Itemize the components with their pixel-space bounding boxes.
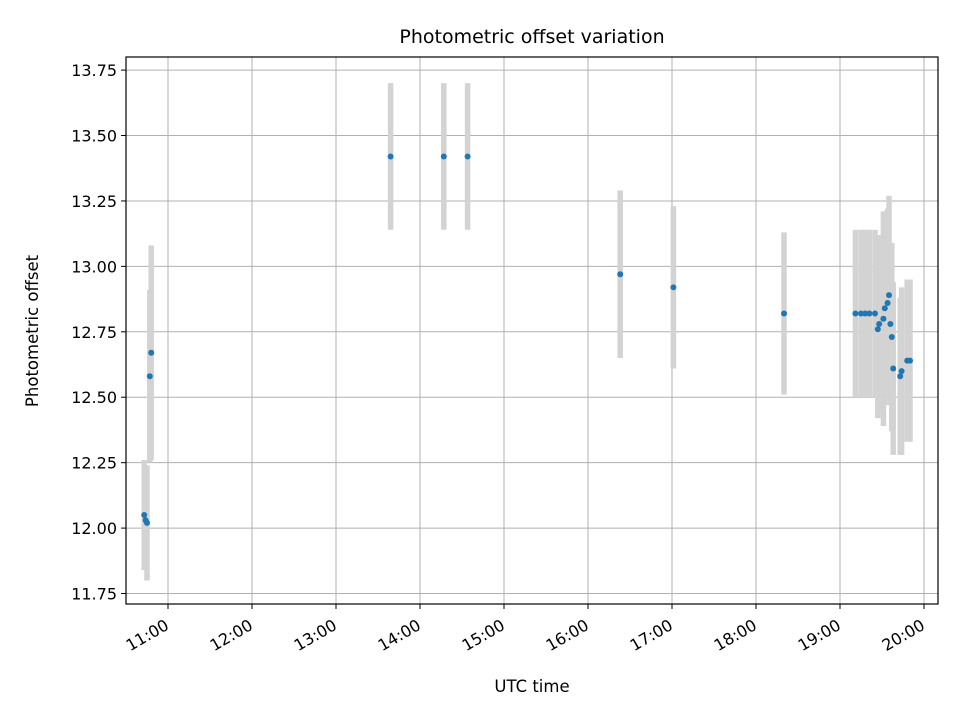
x-tick-label: 20:00 [879, 615, 928, 655]
y-tick-label: 13.00 [71, 257, 117, 276]
x-tick-label: 19:00 [795, 615, 844, 655]
x-tick-label: 12:00 [207, 615, 256, 655]
data-point [852, 310, 859, 317]
data-point [141, 512, 148, 519]
y-axis-label: Photometric offset [23, 254, 42, 407]
data-points [141, 153, 913, 526]
data-point [862, 310, 869, 317]
data-point [898, 368, 905, 375]
x-tick-label: 14:00 [375, 615, 424, 655]
x-axis-ticks: 11:00 12:00 13:00 14:00 15:00 16:00 17:00 18:00… [123, 604, 928, 655]
data-point [464, 153, 471, 160]
y-tick-label: 11.75 [71, 585, 117, 604]
y-axis-ticks: 11.75 12.00 12.25 12.50 12.75 13.00 13.25 13.50… [71, 61, 126, 604]
data-point [907, 357, 913, 364]
grid [126, 57, 938, 604]
x-tick-label: 13:00 [291, 615, 340, 655]
data-point [887, 320, 894, 327]
data-point [881, 305, 888, 312]
y-tick-label: 12.75 [71, 323, 117, 342]
data-point [781, 310, 787, 317]
y-tick-label: 12.00 [71, 519, 117, 538]
y-tick-label: 13.50 [71, 127, 117, 146]
data-point [880, 315, 887, 322]
data-point [890, 365, 897, 372]
data-point [874, 326, 881, 333]
data-point [617, 271, 624, 278]
x-tick-label: 18:00 [711, 615, 760, 655]
data-point [886, 292, 892, 299]
data-point [440, 153, 447, 160]
y-tick-label: 13.25 [71, 192, 117, 211]
data-point [872, 310, 878, 317]
y-tick-label: 13.75 [71, 61, 117, 80]
x-tick-label: 16:00 [543, 615, 592, 655]
x-tick-label: 15:00 [459, 615, 508, 655]
data-point [858, 310, 864, 317]
data-point [144, 519, 150, 526]
x-tick-label: 11:00 [123, 615, 172, 655]
data-point [670, 284, 677, 291]
data-point [897, 373, 904, 380]
x-tick-label: 17:00 [627, 615, 676, 655]
x-axis-label: UTC time [494, 677, 569, 696]
data-point [876, 320, 883, 327]
data-point [148, 349, 155, 356]
data-point [387, 153, 394, 160]
data-point [146, 373, 153, 380]
y-tick-label: 12.25 [71, 454, 117, 473]
y-tick-label: 12.50 [71, 388, 117, 407]
chart-title: Photometric offset variation [399, 26, 664, 48]
data-point [866, 310, 873, 317]
data-point [884, 300, 891, 307]
plot-frame [125, 56, 939, 605]
data-point [888, 334, 895, 341]
